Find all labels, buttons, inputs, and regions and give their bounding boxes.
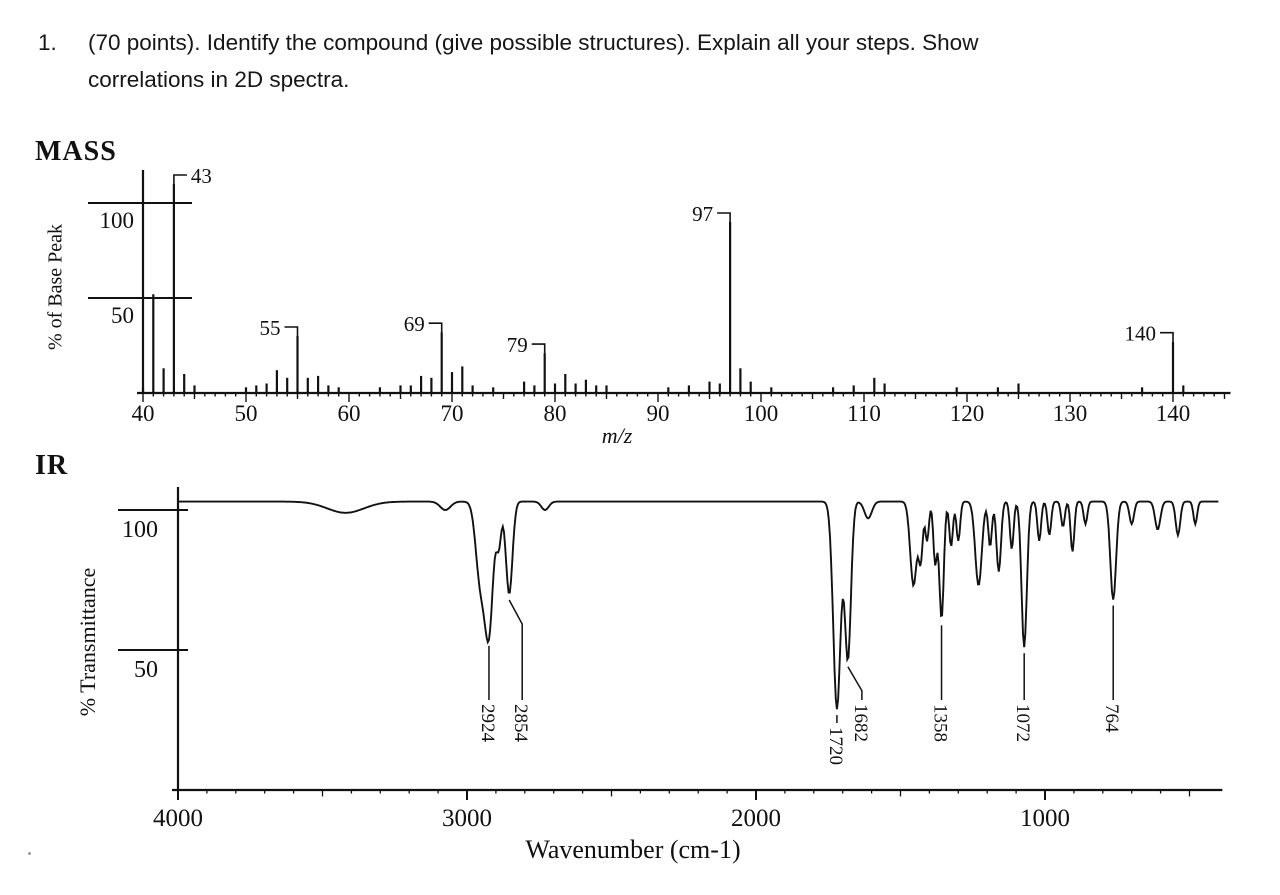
ir-x-tick-label: 2000: [731, 805, 781, 832]
mass-peak-label-bracket: [531, 343, 546, 354]
question-text: 1. (70 points). Identify the compound (g…: [38, 24, 1118, 98]
mass-peak-label-bracket: [428, 322, 443, 333]
mass-section-title: MASS: [35, 136, 117, 167]
mass-peak-label: 43: [191, 164, 212, 188]
mass-x-tick-label: 120: [950, 401, 985, 426]
mass-peak-label: 69: [404, 312, 425, 336]
stray-dot: [28, 852, 31, 855]
question-line-1: (70 points). Identify the compound (give…: [88, 30, 979, 55]
mass-y-tick-label: 50: [111, 303, 134, 328]
ir-y-tick-label: 50: [134, 657, 158, 683]
mass-x-tick-label: 90: [647, 401, 670, 426]
ir-y-axis-label: % Transmittance: [75, 567, 100, 717]
mass-y-axis-label: % of Base Peak: [44, 223, 67, 351]
mass-peak-label-bracket: [717, 212, 731, 222]
ir-peak-label-tick: [847, 666, 863, 700]
ir-x-tick-label: 1000: [1020, 805, 1070, 832]
question-line-2: correlations in 2D spectra.: [88, 67, 350, 92]
mass-x-tick-label: 40: [132, 401, 155, 426]
ir-x-tick-label: 3000: [442, 805, 492, 832]
ir-peak-label: 1072: [1012, 704, 1033, 742]
mass-peak-label: 140: [1125, 322, 1157, 346]
mass-peak-label-bracket: [284, 326, 299, 336]
mass-x-tick-label: 50: [235, 401, 258, 426]
ir-peak-label: 1682: [850, 704, 871, 742]
question-number: 1.: [38, 30, 57, 55]
mass-x-tick-label: 60: [338, 401, 361, 426]
mass-peak-label: 97: [692, 202, 713, 226]
ir-peak-label: 2854: [510, 704, 531, 743]
mass-peak-label-bracket: [1160, 331, 1174, 342]
mass-x-tick-label: 70: [441, 401, 464, 426]
ir-x-axis-label: Wavenumber (cm-1): [525, 835, 741, 864]
mass-x-tick-label: 130: [1053, 401, 1088, 426]
ir-peak-label: 2924: [477, 704, 498, 743]
ir-x-tick-label: 4000: [153, 805, 203, 832]
ir-y-tick-label: 100: [122, 517, 158, 543]
ir-peak-label-tick: [508, 599, 523, 700]
mass-x-tick-label: 140: [1156, 401, 1191, 426]
mass-x-tick-label: 100: [744, 401, 779, 426]
ir-section-title: IR: [35, 450, 69, 481]
mass-peak-label-bracket: [173, 174, 187, 184]
mass-peak-label: 79: [507, 333, 528, 357]
question-body: (70 points). Identify the compound (give…: [88, 24, 978, 98]
ir-curve: [178, 500, 1219, 710]
mass-x-axis-label: m/z: [601, 423, 633, 448]
mass-spectrum-plot: 50 100 40 50 60 70 80 90 100 110 120 130 140 43 55 69 79…: [88, 164, 1231, 426]
mass-x-tick-label: 80: [544, 401, 567, 426]
ir-peak-label: 1720: [825, 727, 846, 765]
mass-y-tick-label: 100: [100, 208, 135, 233]
mass-peak-label: 55: [260, 316, 281, 340]
ir-peak-label: 1358: [930, 704, 951, 742]
ir-peak-label: 764: [1101, 704, 1122, 733]
mass-x-tick-label: 110: [847, 401, 881, 426]
